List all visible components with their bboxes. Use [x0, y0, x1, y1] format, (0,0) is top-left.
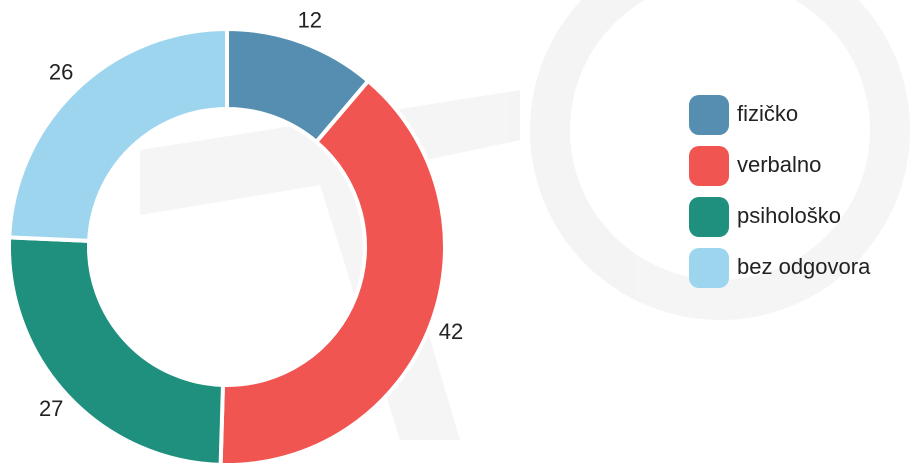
value-label: 42 — [439, 319, 463, 344]
legend-swatch — [689, 197, 729, 237]
legend-swatch — [689, 95, 729, 135]
legend-label: fizičko — [737, 101, 798, 126]
value-label: 12 — [298, 8, 322, 33]
donut: 12 42 27 26 — [7, 8, 463, 464]
value-label: 26 — [49, 59, 73, 84]
legend-swatch — [689, 146, 729, 186]
legend-label: bez odgovora — [737, 254, 871, 279]
value-label: 27 — [39, 396, 63, 421]
legend-label: verbalno — [737, 152, 821, 177]
legend-swatch — [689, 248, 729, 288]
legend: fizičko verbalno psihološko bez odgovora — [689, 95, 871, 288]
donut-segment — [7, 235, 225, 464]
watermark — [140, 0, 910, 440]
legend-label: psihološko — [737, 203, 841, 228]
donut-segment — [7, 27, 229, 243]
